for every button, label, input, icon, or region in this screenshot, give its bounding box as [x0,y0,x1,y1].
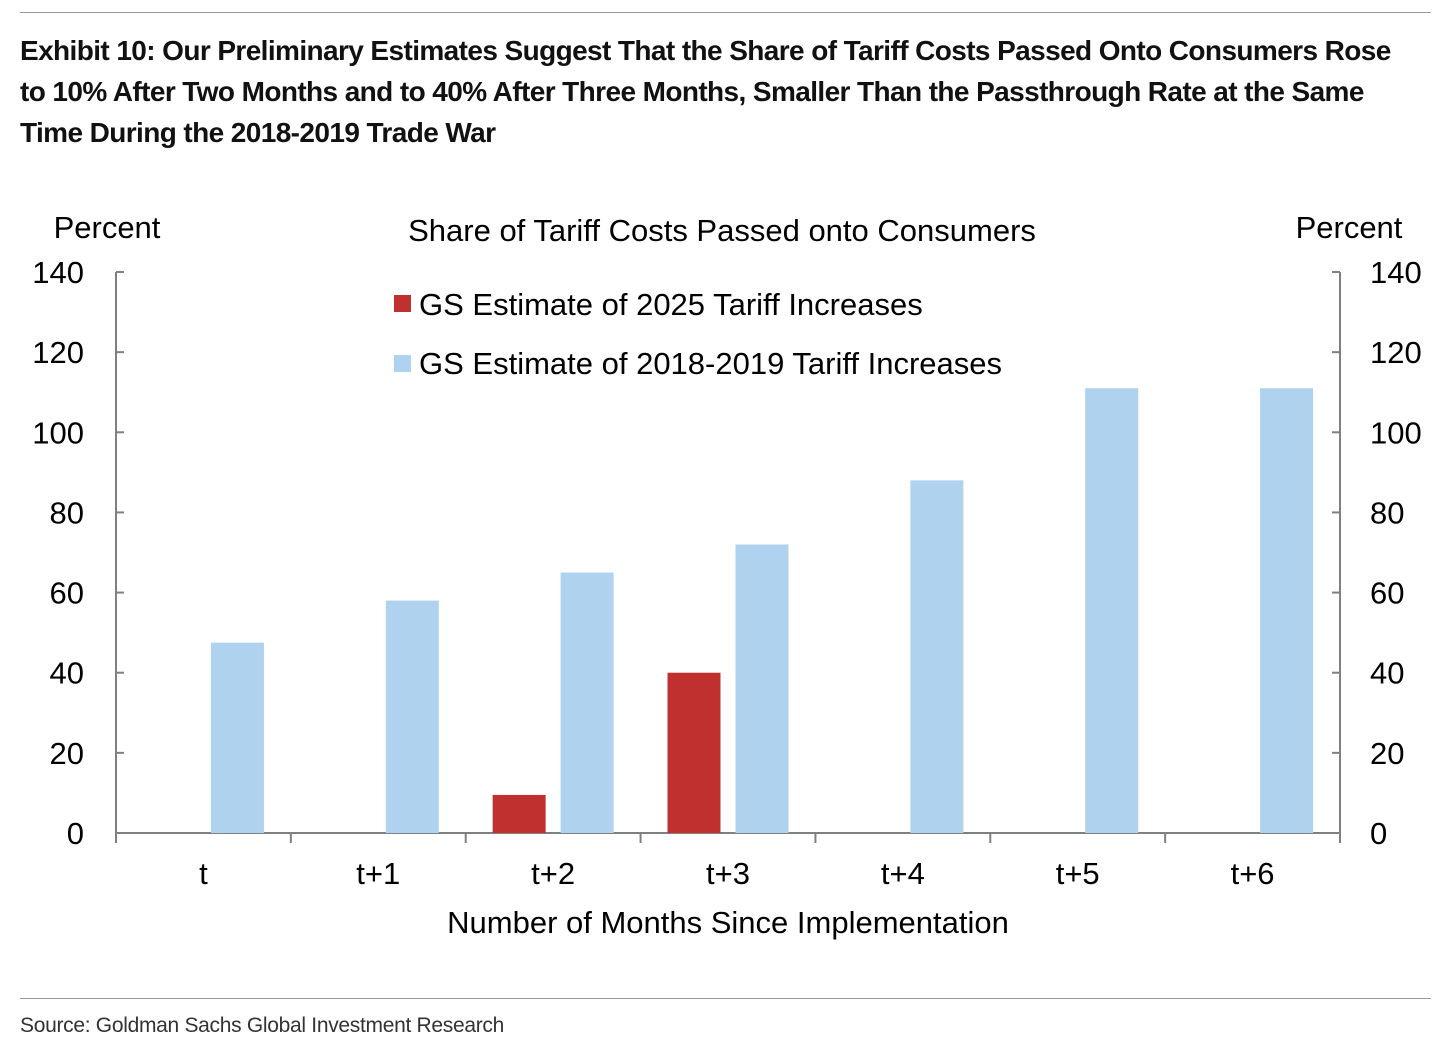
left-y-tick-label: 60 [50,576,84,611]
bar-chart: Share of Tariff Costs Passed onto Consum… [32,210,1421,940]
bar-2018-2019-t+6 [1260,388,1314,833]
bar-2018-2019-t [210,642,264,833]
bar-2025-t+2 [492,794,546,833]
legend-label-2018-2019: GS Estimate of 2018-2019 Tariff Increase… [419,346,1002,381]
x-tick-label: t+1 [356,856,400,891]
right-y-tick-label: 140 [1370,255,1422,290]
right-y-tick-label: 20 [1370,736,1404,771]
right-axis-unit-label: Percent [1296,210,1403,245]
source-note: Source: Goldman Sachs Global Investment … [20,1014,505,1037]
left-y-tick-label: 40 [50,656,84,691]
legend-swatch-2018-2019 [394,355,411,372]
x-tick-label: t+5 [1056,856,1100,891]
left-y-tick-label: 120 [32,335,84,370]
left-y-tick-label: 0 [67,816,84,851]
exhibit-title: Exhibit 10: Our Preliminary Estimates Su… [20,35,1391,148]
legend-swatch-2025 [394,295,411,312]
bar-2018-2019-t+4 [910,480,964,833]
chart-tick-labels: 0 0 20 20 40 40 60 60 80 80 100 100 120 120 140 140 t t+1… [32,255,1421,891]
bar-2018-2019-t+3 [735,544,789,833]
left-y-tick-label: 20 [50,736,84,771]
bar-2025-t+3 [667,672,721,833]
chart-legend: GS Estimate of 2025 Tariff Increases GS … [394,287,1002,381]
right-y-tick-label: 0 [1370,816,1387,851]
right-y-tick-label: 80 [1370,495,1404,530]
bottom-rule [20,998,1431,999]
left-y-tick-label: 140 [32,255,84,290]
left-y-tick-label: 100 [32,415,84,450]
right-y-tick-label: 40 [1370,656,1404,691]
x-axis-label: Number of Months Since Implementation [447,905,1009,940]
left-axis-unit-label: Percent [54,210,161,245]
right-y-tick-label: 120 [1370,335,1422,370]
x-tick-label: t+3 [706,856,750,891]
x-tick-label: t [199,856,208,891]
right-y-tick-label: 100 [1370,415,1422,450]
x-tick-label: t+4 [881,856,925,891]
x-tick-label: t+2 [531,856,575,891]
legend-label-2025: GS Estimate of 2025 Tariff Increases [419,287,923,322]
left-y-tick-label: 80 [50,495,84,530]
x-tick-label: t+6 [1231,856,1275,891]
chart-title: Share of Tariff Costs Passed onto Consum… [408,213,1036,248]
top-rule [20,12,1431,13]
bar-2018-2019-t+5 [1085,388,1139,833]
right-y-tick-label: 60 [1370,576,1404,611]
bar-2018-2019-t+1 [385,600,439,833]
chart-bars [210,388,1314,833]
bar-2018-2019-t+2 [560,572,614,833]
